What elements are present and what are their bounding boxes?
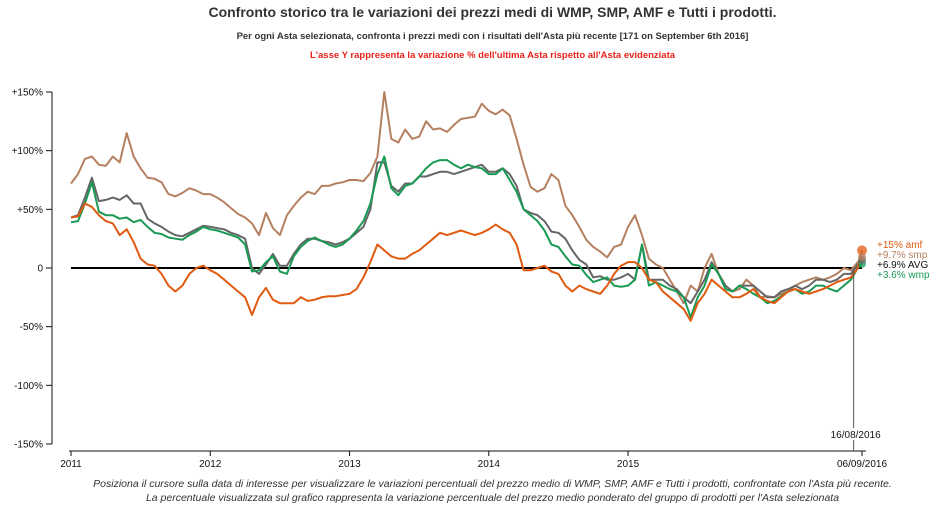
y-tick-label: -50% bbox=[20, 322, 43, 333]
legend-label-wmp: +3.6% wmp bbox=[877, 270, 930, 281]
x-tick-label: 2011 bbox=[60, 459, 82, 470]
series-line-smp bbox=[70, 91, 863, 305]
x-tick-label: 2013 bbox=[338, 459, 361, 470]
series-line-wmp bbox=[70, 155, 863, 319]
y-tick-label: -150% bbox=[14, 440, 43, 451]
x-tick-label: 2014 bbox=[478, 459, 501, 470]
y-tick-label: +50% bbox=[17, 205, 43, 216]
y-tick-label: -100% bbox=[14, 381, 43, 392]
legend-label-amf: +15% amf bbox=[877, 240, 923, 251]
series-line-amf bbox=[70, 202, 863, 322]
end-marker-amf bbox=[857, 245, 867, 256]
end-marker-smp bbox=[858, 252, 866, 261]
chart-footer: Posiziona il cursore sulla data di inter… bbox=[0, 477, 945, 505]
x-tick-label: 2015 bbox=[617, 459, 640, 470]
legend-label-avg: +6.9% AVG bbox=[877, 260, 928, 271]
x-tick-label: 2012 bbox=[199, 459, 222, 470]
chart-note: L'asse Y rappresenta la variazione % del… bbox=[309, 50, 676, 61]
cursor-date-label: 16/08/2016 bbox=[831, 430, 881, 441]
legend-label-smp: +9.7% smp bbox=[877, 250, 928, 261]
chart-title: Confronto storico tra le variazioni dei … bbox=[208, 4, 777, 20]
chart-subtitle: Per ogni Asta selezionata, confronta i p… bbox=[236, 31, 749, 42]
footer-line-1: Posiziona il cursore sulla data di inter… bbox=[93, 478, 892, 490]
footer-line-2: La percentuale visualizzata sul grafico … bbox=[145, 492, 840, 504]
y-tick-label: +150% bbox=[12, 88, 44, 99]
y-tick-label: +100% bbox=[12, 146, 44, 157]
y-tick-label: 0 bbox=[37, 264, 43, 275]
x-tick-label: 06/09/2016 bbox=[837, 459, 887, 470]
